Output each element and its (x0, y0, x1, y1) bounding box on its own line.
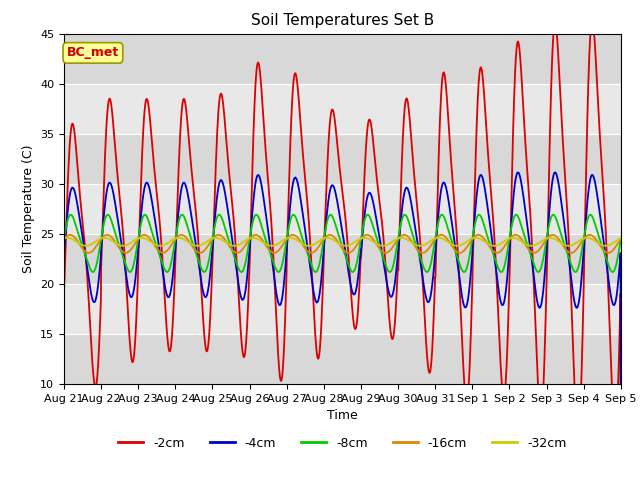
Line: -2cm: -2cm (64, 21, 621, 480)
-32cm (359, 235, 367, 241)
Line: -4cm: -4cm (64, 172, 621, 480)
-16cm (216, 232, 223, 238)
-8cm (358, 228, 366, 233)
-32cm (584, 235, 591, 241)
Line: -16cm: -16cm (64, 235, 621, 253)
-16cm (584, 232, 591, 238)
Line: -32cm: -32cm (64, 238, 621, 246)
Bar (64, 84, 621, 134)
-4cm (568, 282, 575, 288)
Bar (64, 334, 621, 384)
-2cm (358, 222, 366, 228)
-8cm (568, 263, 575, 269)
-4cm (504, 264, 512, 270)
-4cm (551, 169, 559, 175)
-2cm (568, 304, 575, 310)
-4cm (358, 234, 366, 240)
-32cm (371, 240, 379, 246)
-8cm (617, 236, 625, 242)
-8cm (586, 212, 594, 217)
-8cm (609, 269, 616, 275)
-16cm (60, 236, 68, 242)
Legend: -2cm, -4cm, -8cm, -16cm, -32cm: -2cm, -4cm, -8cm, -16cm, -32cm (113, 432, 572, 455)
-2cm (504, 322, 512, 328)
-4cm (371, 206, 378, 212)
Bar (64, 34, 621, 84)
-16cm (617, 236, 625, 242)
-2cm (216, 98, 223, 104)
-8cm (60, 236, 68, 242)
-8cm (371, 228, 378, 234)
Bar (64, 234, 621, 284)
-32cm (216, 236, 223, 241)
-32cm (119, 243, 127, 249)
-2cm (60, 290, 68, 296)
Bar (64, 284, 621, 334)
Title: Soil Temperatures Set B: Soil Temperatures Set B (251, 13, 434, 28)
-2cm (371, 153, 378, 158)
-4cm (216, 180, 223, 186)
-32cm (60, 236, 68, 241)
X-axis label: Time: Time (327, 409, 358, 422)
-2cm (583, 128, 591, 134)
Y-axis label: Soil Temperature (C): Soil Temperature (C) (22, 144, 35, 273)
-32cm (617, 236, 625, 241)
-32cm (100, 235, 108, 240)
-32cm (505, 236, 513, 242)
Line: -8cm: -8cm (64, 215, 621, 272)
-16cm (270, 250, 278, 256)
-16cm (371, 239, 379, 245)
-8cm (583, 218, 591, 224)
-8cm (504, 244, 512, 250)
-2cm (588, 18, 596, 24)
-16cm (289, 232, 296, 238)
-16cm (359, 234, 367, 240)
-4cm (584, 200, 591, 206)
-8cm (216, 212, 223, 217)
Bar (64, 134, 621, 184)
Bar (64, 184, 621, 234)
Text: BC_met: BC_met (67, 47, 119, 60)
-32cm (568, 242, 576, 248)
-16cm (505, 238, 513, 243)
-16cm (568, 250, 576, 256)
-4cm (60, 251, 68, 256)
